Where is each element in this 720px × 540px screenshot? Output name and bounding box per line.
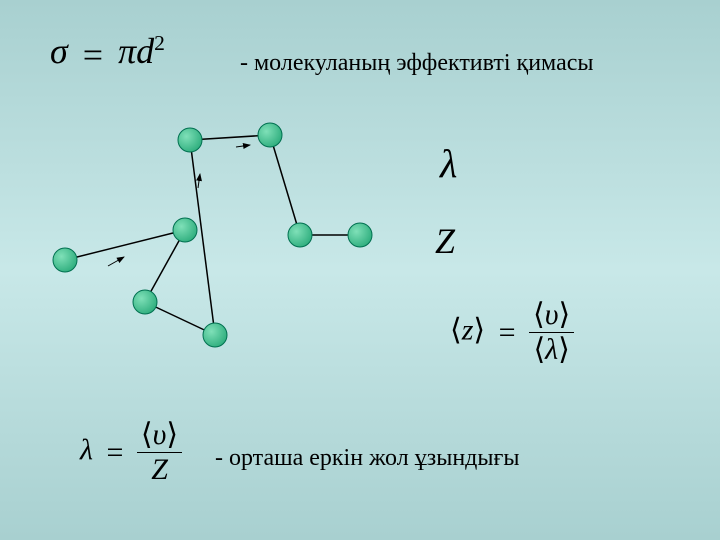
molecule-node [288, 223, 312, 247]
molecule-node [133, 290, 157, 314]
diagram-edges [65, 135, 360, 335]
edge [270, 135, 300, 235]
edge [65, 230, 185, 260]
direction-arrow [108, 257, 124, 266]
molecule-node [258, 123, 282, 147]
molecule-node [178, 128, 202, 152]
molecule-path-diagram [0, 0, 720, 540]
direction-arrow [198, 174, 200, 188]
diagram-arrows [108, 145, 250, 266]
molecule-node [173, 218, 197, 242]
molecule-node [348, 223, 372, 247]
molecule-node [53, 248, 77, 272]
direction-arrow [236, 145, 250, 147]
molecule-node [203, 323, 227, 347]
